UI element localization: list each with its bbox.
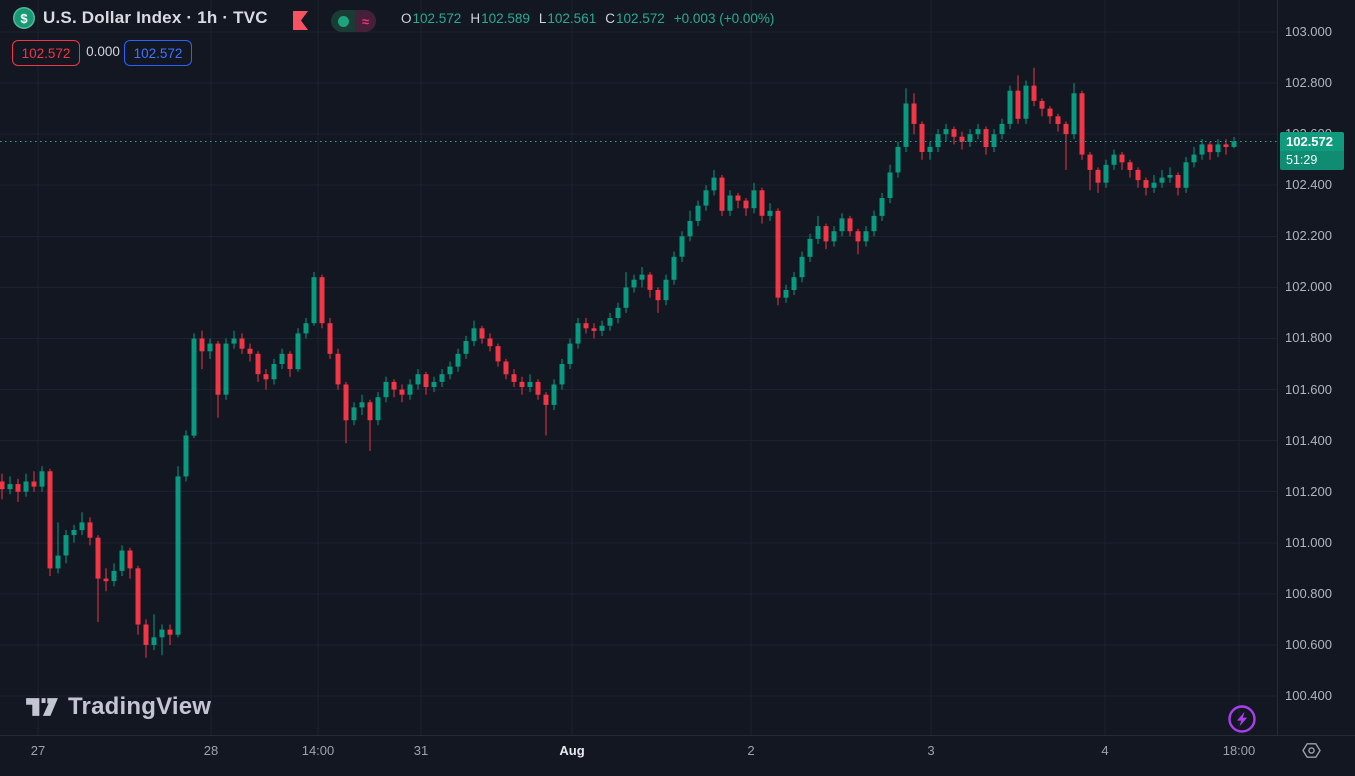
price-axis-label: 101.000 xyxy=(1285,534,1332,550)
market-status-segment[interactable] xyxy=(331,10,355,32)
time-axis-label: Aug xyxy=(559,743,585,758)
open-value: 102.572 xyxy=(412,10,462,26)
close-value: 102.572 xyxy=(615,10,665,26)
lightning-icon xyxy=(1237,711,1248,727)
price-axis-label: 100.600 xyxy=(1285,636,1332,652)
low-value: 102.561 xyxy=(547,10,597,26)
bar-countdown: 51:29 xyxy=(1280,150,1344,170)
market-open-dot-icon xyxy=(337,15,349,27)
change-value: +0.003 (+0.00%) xyxy=(673,10,775,26)
symbol-row[interactable]: $ U.S. Dollar Index · 1h · TVC xyxy=(13,6,268,30)
current-price-tag: 102.572 51:29 xyxy=(1280,131,1344,170)
price-axis[interactable]: 103.000102.800102.600102.400102.200102.0… xyxy=(1277,0,1355,735)
usd-coin-icon: $ xyxy=(13,7,35,29)
time-axis-label: 27 xyxy=(30,743,46,758)
tradingview-logo-text: TradingView xyxy=(68,693,212,720)
price-axis-label: 100.400 xyxy=(1285,688,1332,704)
market-status-toggle[interactable]: ≈ xyxy=(331,10,376,32)
scale-settings-icon[interactable] xyxy=(1301,741,1322,760)
spread-label: 0.000 xyxy=(86,44,120,59)
time-axis-label: 31 xyxy=(413,743,429,758)
price-axis-label: 101.600 xyxy=(1285,381,1332,397)
price-axis-label: 102.200 xyxy=(1285,228,1332,244)
high-label: H xyxy=(470,10,481,26)
boost-button[interactable] xyxy=(1227,704,1257,734)
close-label: C xyxy=(605,10,615,26)
price-axis-label: 101.200 xyxy=(1285,483,1332,499)
time-axis-label: 2 xyxy=(747,743,755,758)
time-axis-label: 4 xyxy=(1101,743,1109,758)
price-axis-label: 103.000 xyxy=(1285,24,1332,39)
current-price-value: 102.572 xyxy=(1280,131,1344,151)
price-axis-label: 100.800 xyxy=(1285,585,1332,601)
flag-icon[interactable] xyxy=(293,11,308,30)
price-axis-label: 102.800 xyxy=(1285,75,1332,91)
delayed-data-segment[interactable]: ≈ xyxy=(355,10,376,32)
ohlc-legend: O 102.572 H 102.589 L 102.561 C 102.572 … xyxy=(401,6,774,30)
symbol-title[interactable]: U.S. Dollar Index · 1h · TVC xyxy=(43,8,268,27)
candlestick-chart[interactable] xyxy=(0,0,1277,735)
open-label: O xyxy=(401,10,412,26)
price-axis-label: 102.400 xyxy=(1285,177,1332,193)
price-axis-label: 102.000 xyxy=(1285,279,1332,295)
delayed-data-icon: ≈ xyxy=(361,13,370,29)
red-price-box[interactable]: 102.572 xyxy=(12,40,80,66)
low-label: L xyxy=(538,10,547,26)
tradingview-logo[interactable]: TradingView xyxy=(24,692,211,722)
blue-price-box[interactable]: 102.572 xyxy=(124,40,192,66)
time-axis-label: 18:00 xyxy=(1222,743,1256,758)
high-value: 102.589 xyxy=(481,10,530,26)
time-axis-label: 28 xyxy=(203,743,219,758)
tradingview-logo-icon xyxy=(26,698,58,716)
time-axis-label: 14:00 xyxy=(301,743,335,758)
price-axis-label: 101.800 xyxy=(1285,330,1332,346)
price-axis-label: 101.400 xyxy=(1285,432,1332,448)
time-axis-label: 3 xyxy=(927,743,935,758)
time-axis[interactable]: 27 28 14:00 31 Aug 2 3 4 18:00 xyxy=(0,735,1355,776)
